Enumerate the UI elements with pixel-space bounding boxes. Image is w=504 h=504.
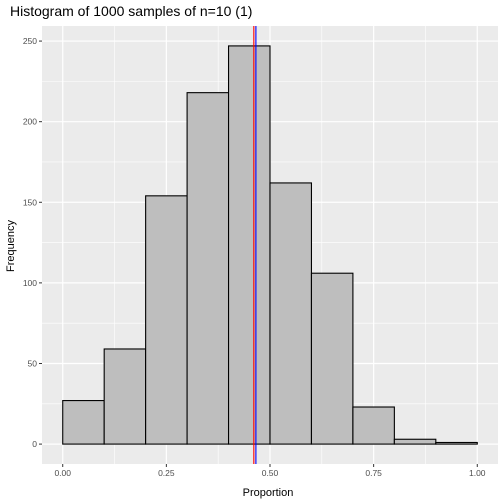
y-tick-label: 200 [23, 117, 37, 127]
y-axis-ticks: 0 50 100 150 200 250 [23, 36, 42, 449]
x-tick-label: 0.00 [54, 468, 71, 478]
histogram-bar [269, 182, 313, 445]
x-tick-label: 0.25 [158, 468, 175, 478]
y-tick-label: 250 [23, 36, 37, 46]
x-tick-label: 0.50 [262, 468, 279, 478]
histogram-bar [145, 195, 188, 445]
histogram-bar [62, 400, 105, 445]
histogram-bar [227, 45, 271, 445]
histogram-bar [352, 406, 395, 445]
histogram-bar [435, 441, 478, 445]
y-axis-title: Frequency [5, 220, 17, 272]
y-tick-label: 150 [23, 197, 37, 207]
reference-lines [253, 26, 257, 464]
x-axis-title: Proportion [243, 487, 294, 499]
chart-title: Histogram of 1000 samples of n=10 (1) [10, 3, 252, 19]
histogram-bar [103, 348, 147, 445]
histogram-bar [186, 92, 230, 445]
y-tick-label: 0 [32, 439, 37, 449]
y-tick-label: 50 [28, 358, 38, 368]
x-tick-label: 0.75 [365, 468, 382, 478]
x-axis-ticks: 0.00 0.25 0.50 0.75 1.00 [54, 464, 486, 478]
x-tick-label: 1.00 [469, 468, 486, 478]
histogram-bars [62, 45, 478, 445]
histogram-bar [393, 438, 437, 445]
histogram-bar [310, 272, 354, 445]
y-tick-label: 100 [23, 278, 37, 288]
